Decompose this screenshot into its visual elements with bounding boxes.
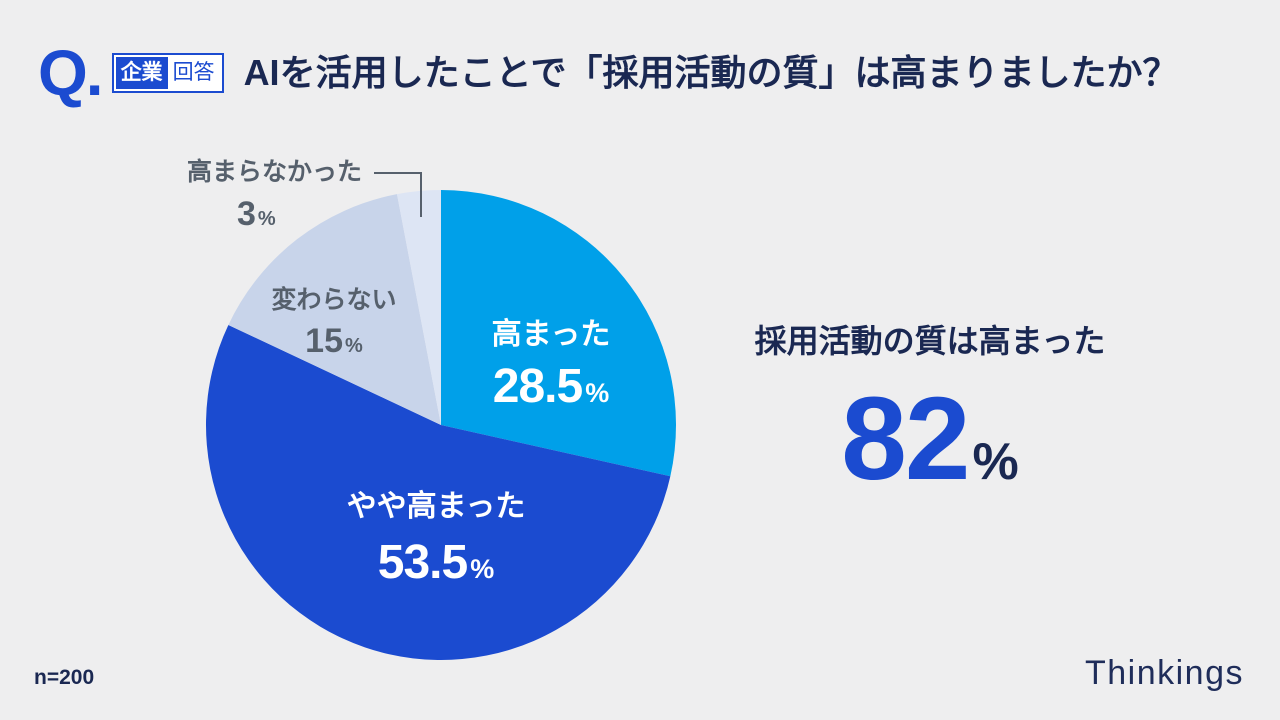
value-unit: % bbox=[345, 335, 363, 357]
badge-company: 企業 bbox=[115, 57, 168, 89]
value-number: 3 bbox=[237, 195, 256, 233]
category-label: 変わらない bbox=[271, 286, 397, 314]
value-unit: % bbox=[585, 378, 610, 408]
value-number: 15 bbox=[305, 322, 344, 360]
leader-line bbox=[374, 172, 422, 217]
summary-value: 82% bbox=[700, 380, 1160, 498]
question-title: AIを活用したことで「採用活動の質」は高まりましたか？ bbox=[243, 52, 1179, 93]
value-unit: % bbox=[470, 554, 495, 584]
badge-answer: 回答 bbox=[172, 61, 215, 84]
value-label: 53.5% bbox=[347, 537, 526, 600]
data-label-4-category: 高まらなかった bbox=[187, 158, 363, 186]
value-unit: % bbox=[257, 208, 276, 230]
data-label-2: やや高まった 53.5% bbox=[347, 490, 526, 600]
pie-slice-4 bbox=[396, 190, 441, 425]
data-label-4-value: 3% bbox=[237, 195, 276, 240]
data-label-1: 高まった 28.5% bbox=[492, 318, 611, 424]
sample-size: n=200 bbox=[34, 666, 95, 689]
summary-callout: 採用活動の質は高まった 82% bbox=[700, 320, 1160, 498]
value-label: 15% bbox=[271, 322, 396, 367]
pie-slice-2 bbox=[205, 324, 671, 661]
value-number: 53.5 bbox=[377, 536, 468, 589]
summary-unit: % bbox=[972, 433, 1019, 491]
summary-label: 採用活動の質は高まった bbox=[754, 323, 1106, 359]
pie-slices bbox=[205, 190, 676, 661]
pie-slice-1 bbox=[441, 190, 676, 477]
data-label-3: 変わらない 15% bbox=[271, 285, 396, 367]
summary-number: 82 bbox=[841, 373, 970, 505]
question-header: Q. 企業 回答 AIを活用したことで「採用活動の質」は高まりましたか？ bbox=[38, 40, 1178, 106]
value-number: 28.5 bbox=[492, 360, 583, 413]
category-label: 高まった bbox=[491, 318, 611, 351]
respondent-badge: 企業 回答 bbox=[111, 53, 224, 93]
pie-slice-3 bbox=[228, 194, 441, 425]
category-label: やや高まった bbox=[346, 490, 526, 523]
question-mark: Q. bbox=[38, 37, 104, 109]
value-label: 28.5% bbox=[492, 361, 611, 424]
brand-logo-text: Thinkings bbox=[1084, 654, 1244, 692]
